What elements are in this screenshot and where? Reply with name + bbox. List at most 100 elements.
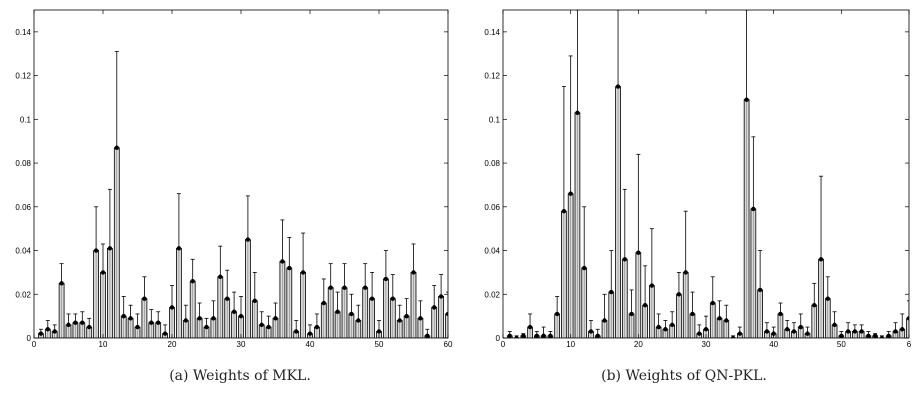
data-point xyxy=(107,246,113,251)
y-tick-label: 0.14 xyxy=(15,28,31,37)
data-point xyxy=(183,318,188,323)
data-point xyxy=(561,208,567,214)
data-point xyxy=(80,320,85,325)
data-point xyxy=(818,257,824,262)
data-point xyxy=(128,316,133,321)
data-point xyxy=(156,320,161,325)
y-tick-label: 0.14 xyxy=(484,28,500,37)
data-point xyxy=(432,305,437,310)
data-point xyxy=(300,270,306,275)
y-tick-label: 0.06 xyxy=(15,203,31,212)
y-tick-label: 0.1 xyxy=(20,115,32,124)
data-point xyxy=(280,259,285,264)
data-point xyxy=(266,324,271,330)
data-point xyxy=(225,296,230,301)
data-point xyxy=(791,329,797,334)
y-tick-label: 0.04 xyxy=(15,247,31,256)
x-tick-label: 30 xyxy=(237,340,246,349)
data-point xyxy=(252,298,257,304)
data-point xyxy=(314,324,320,330)
data-point xyxy=(100,270,106,275)
data-point xyxy=(245,237,251,242)
y-tick-label: 0.04 xyxy=(484,247,500,256)
data-point xyxy=(771,331,776,336)
data-point xyxy=(757,287,763,293)
y-tick-label: 0.02 xyxy=(15,290,31,299)
chart-mkl-weights: 0 0.02 0.04 0.06 0.08 0.1 0.12 0.14 0 10 20 30 40 50 6… xyxy=(15,9,453,349)
data-point xyxy=(554,311,560,317)
data-point xyxy=(507,333,512,338)
data-point xyxy=(445,311,448,317)
x-tick-label: 60 xyxy=(444,340,453,349)
data-point xyxy=(845,329,851,334)
data-point xyxy=(690,311,695,317)
x-tick-label: 50 xyxy=(375,340,384,349)
data-point xyxy=(169,305,175,310)
y-tick-label: 0 xyxy=(496,334,501,343)
data-point xyxy=(438,294,444,299)
data-point xyxy=(45,327,50,332)
data-point xyxy=(383,276,389,282)
data-point xyxy=(390,296,395,301)
data-point xyxy=(744,97,749,102)
data-point xyxy=(342,285,347,290)
data-point xyxy=(575,110,580,115)
y-tick-label: 0.02 xyxy=(484,290,500,299)
data-point xyxy=(785,327,790,332)
plot-area xyxy=(38,51,448,338)
data-point xyxy=(812,303,817,308)
data-point xyxy=(872,333,878,338)
data-point xyxy=(527,324,533,330)
data-point xyxy=(273,316,278,321)
data-point xyxy=(764,329,770,334)
data-point xyxy=(204,324,209,330)
data-point xyxy=(73,320,78,325)
data-point xyxy=(737,331,743,336)
data-point xyxy=(717,316,722,321)
data-point xyxy=(778,311,783,317)
data-point xyxy=(514,335,519,338)
bar xyxy=(906,317,909,338)
caption-qn-pkl: (b) Weights of QN-PKL. xyxy=(601,368,767,384)
y-tick-label: 0 xyxy=(27,334,32,343)
data-point xyxy=(135,324,140,330)
data-point xyxy=(642,303,648,308)
data-point xyxy=(397,318,402,323)
data-point xyxy=(629,311,634,317)
data-point xyxy=(866,333,871,338)
data-point xyxy=(425,333,430,338)
data-point xyxy=(649,283,655,288)
data-point xyxy=(697,331,702,336)
data-point xyxy=(121,313,126,319)
data-point xyxy=(656,324,661,330)
data-point xyxy=(376,329,382,334)
data-point xyxy=(259,322,264,328)
data-point xyxy=(211,316,216,321)
data-point xyxy=(636,250,641,255)
x-tick-label: 20 xyxy=(634,340,643,349)
data-point xyxy=(602,318,607,323)
data-point xyxy=(307,331,313,336)
data-point xyxy=(588,329,594,334)
data-point xyxy=(321,300,326,306)
x-tick-label: 0 xyxy=(32,340,37,349)
y-tick-label: 0.12 xyxy=(15,72,31,81)
data-point xyxy=(142,296,147,301)
data-point xyxy=(38,331,44,336)
x-tick-label: 10 xyxy=(566,340,575,349)
data-point xyxy=(418,316,423,321)
caption-mkl: (a) Weights of MKL. xyxy=(169,368,311,384)
data-point xyxy=(825,296,830,301)
y-tick-label: 0.1 xyxy=(489,115,501,124)
data-point xyxy=(363,285,368,290)
data-point xyxy=(149,320,154,325)
data-point xyxy=(886,333,891,338)
x-tick-label: 50 xyxy=(837,340,846,349)
data-point xyxy=(176,246,182,251)
data-point xyxy=(893,329,898,334)
data-point xyxy=(805,331,810,336)
data-point xyxy=(534,333,540,338)
data-point xyxy=(87,324,92,330)
y-tick-label: 0.12 xyxy=(484,72,500,81)
